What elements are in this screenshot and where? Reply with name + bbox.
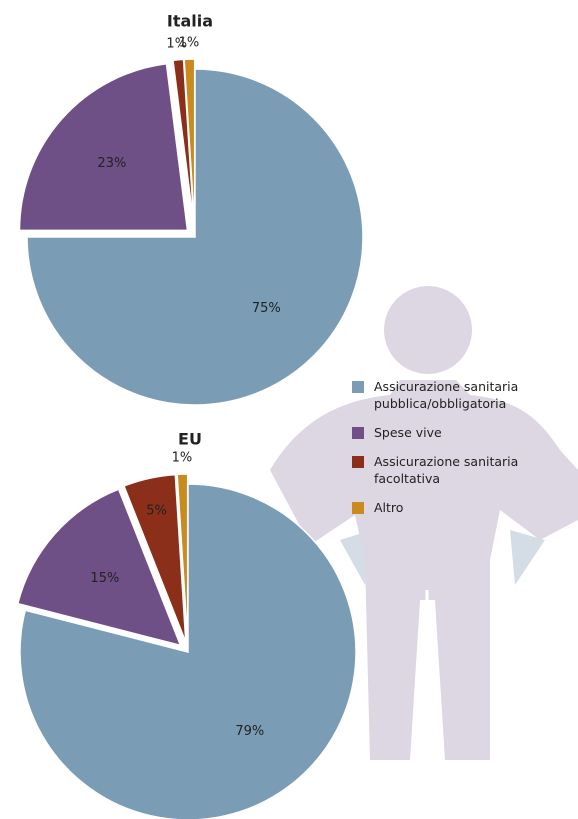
slice-label: 1% [172,451,193,466]
pie-slice [176,473,189,643]
slice-label: 5% [146,504,167,519]
chart-title: Italia [167,12,213,31]
chart-title: EU [178,430,202,449]
legend-label: Spese vive [374,425,442,440]
legend-item: Assicurazione sanitaria facoltativa [352,453,522,487]
legend-item: Assicurazione sanitaria pubblica/obbliga… [352,378,522,412]
slice-label: 1% [166,36,187,51]
legend-swatch [352,456,364,468]
pie-slice [18,62,189,232]
slice-label: 79% [235,724,264,739]
pie-slice [19,483,357,819]
slice-label: 23% [97,156,126,171]
legend-label: Altro [374,500,404,515]
legend-label: Assicurazione sanitaria pubblica/obbliga… [374,379,519,411]
slice-label: 1% [179,36,200,51]
slice-label: 15% [90,571,119,586]
pie-slice [26,68,364,406]
pie-slice [16,488,182,647]
legend-swatch [352,502,364,514]
pie-slice [183,58,196,228]
legend-item: Altro [352,499,522,516]
legend-swatch [352,381,364,393]
slice-label: 75% [252,301,281,316]
legend-label: Assicurazione sanitaria facoltativa [374,454,519,486]
silhouette [270,286,578,760]
legend-item: Spese vive [352,424,522,441]
legend-swatch [352,427,364,439]
legend: Assicurazione sanitaria pubblica/obbliga… [352,378,522,528]
pie-slice [123,473,187,643]
